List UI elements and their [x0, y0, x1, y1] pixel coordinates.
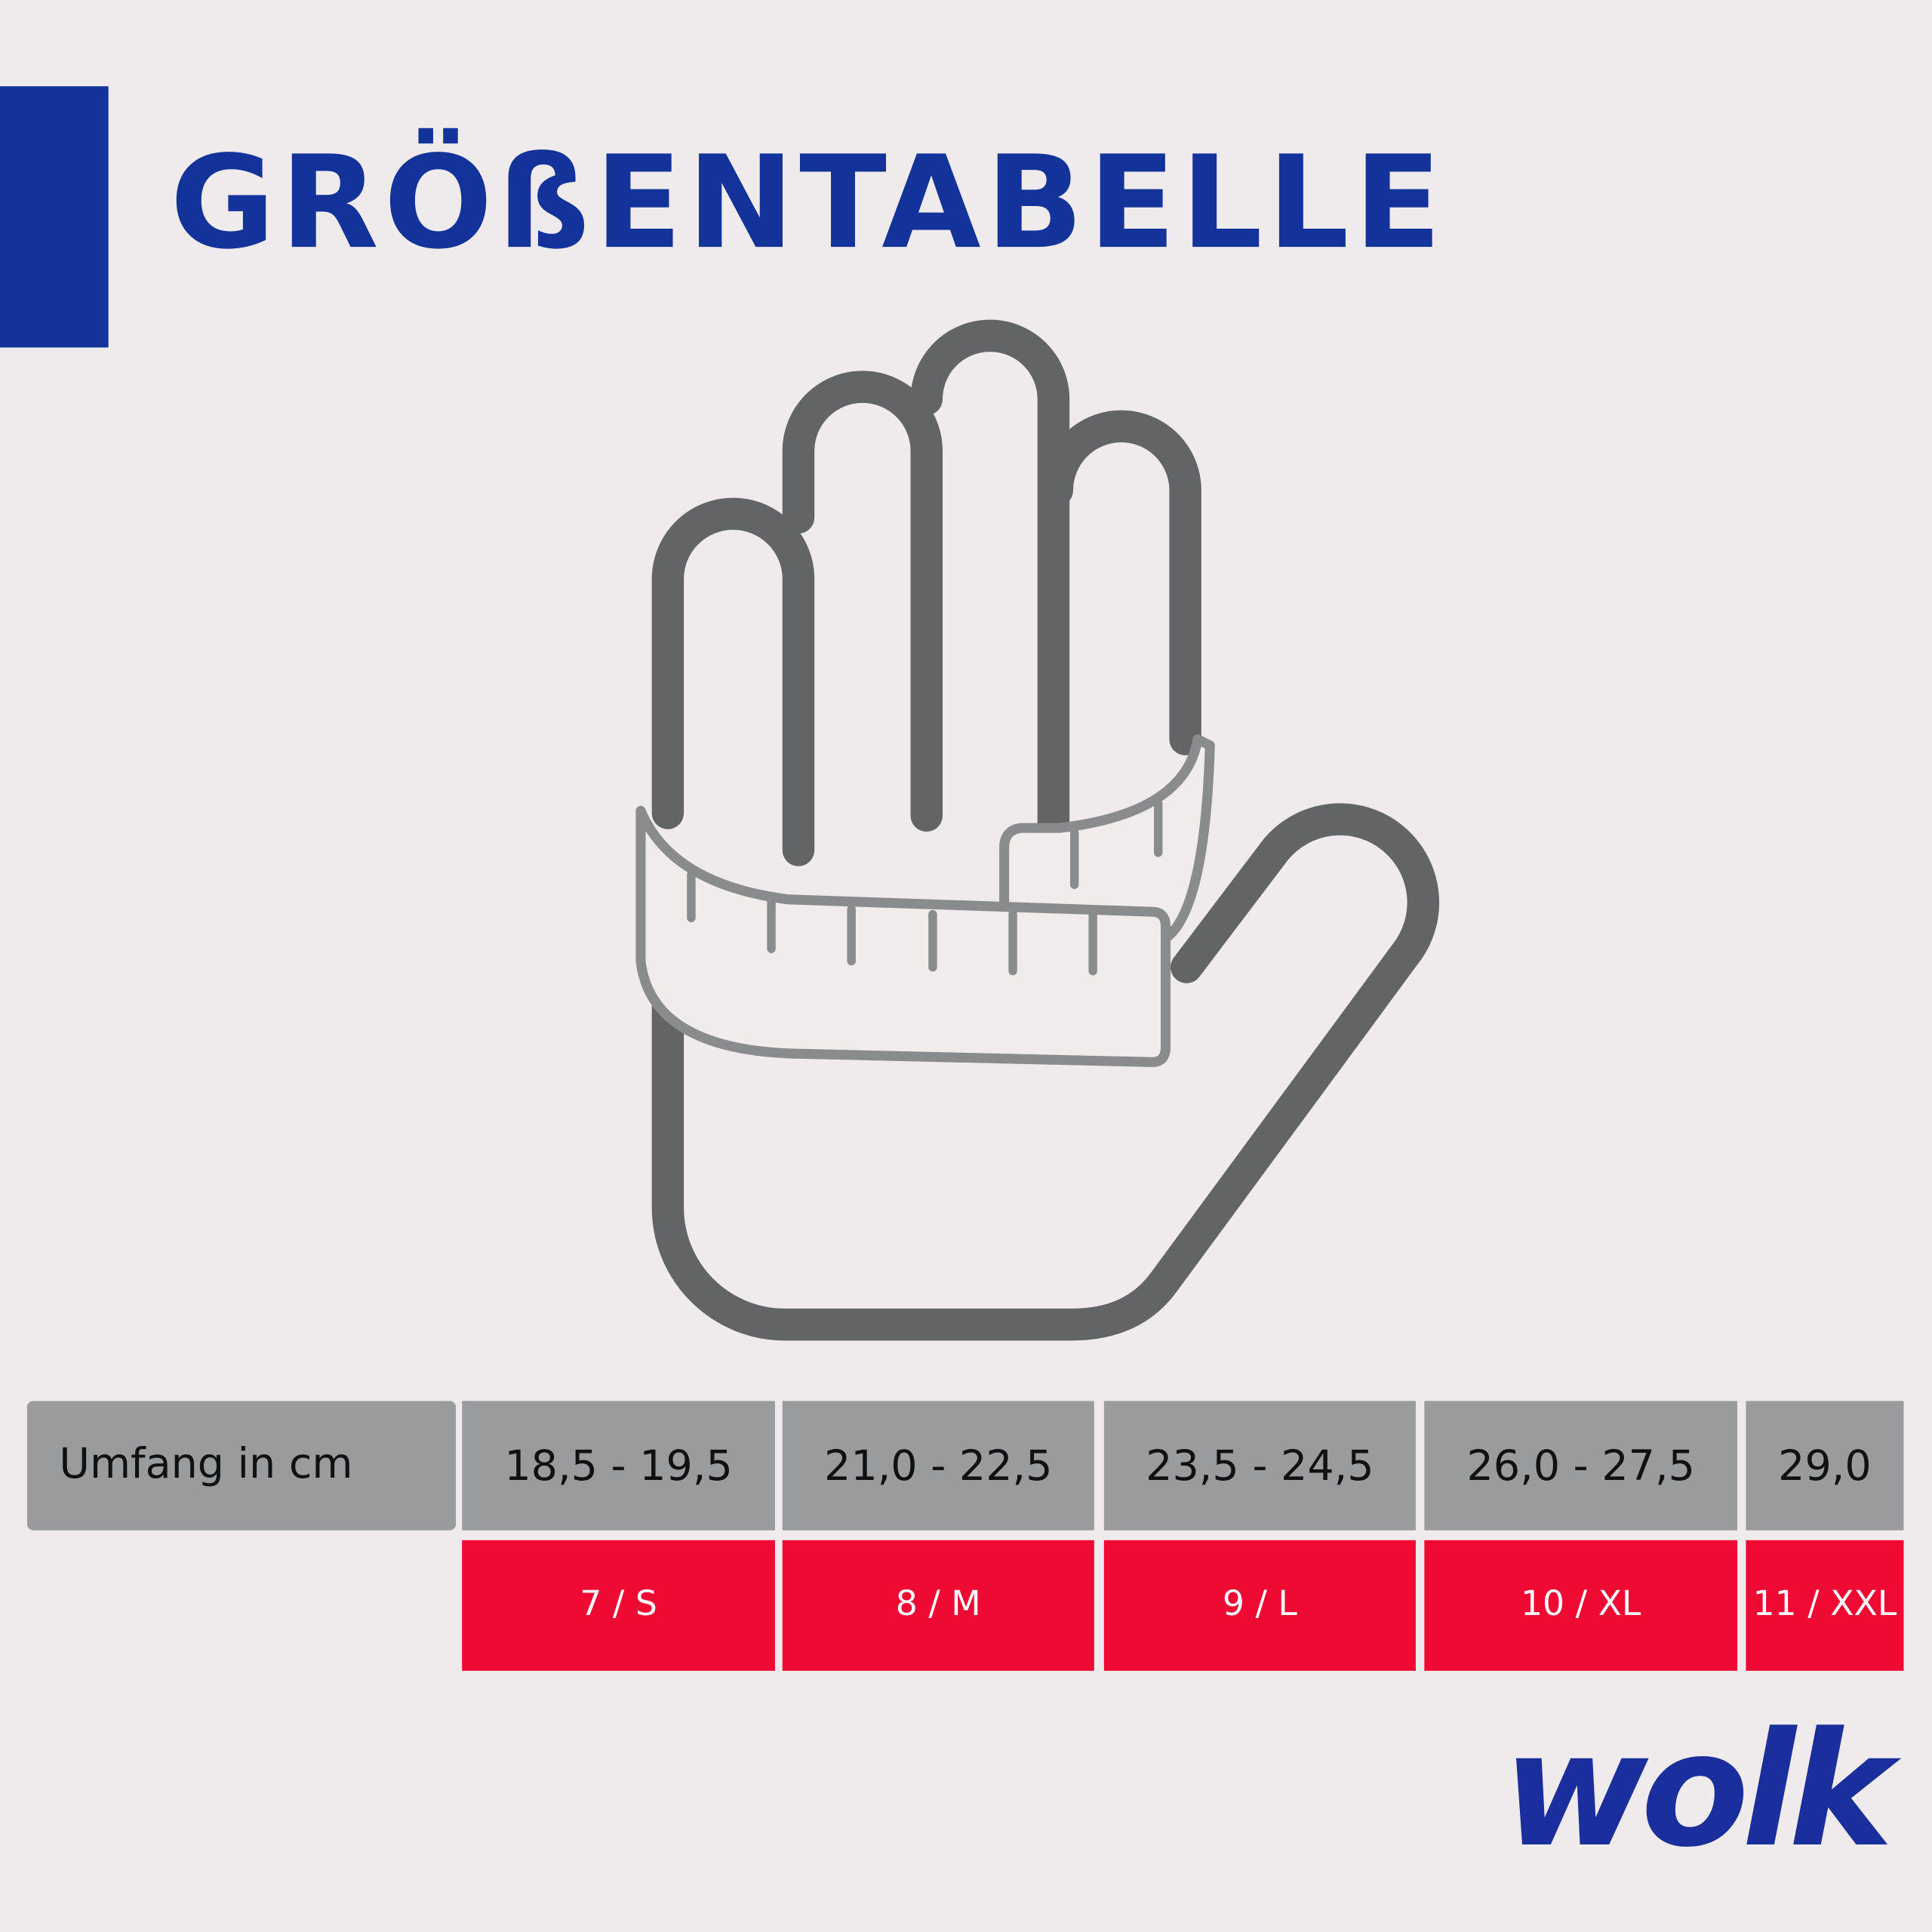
tape-measure	[635, 734, 1215, 1067]
circumference-cell	[1746, 1401, 1904, 1531]
size: 9 / L	[1223, 1583, 1298, 1623]
size: 7 / S	[580, 1583, 657, 1623]
circumference: 21,0 - 22,5	[824, 1441, 1052, 1491]
circumference: 29,0	[1778, 1441, 1872, 1491]
brand-logo: wolk	[1503, 1699, 1902, 1882]
pinky	[651, 497, 815, 866]
accent-bar	[0, 86, 109, 348]
size-cell	[1103, 1540, 1416, 1671]
circumference: 18,5 - 19,5	[504, 1441, 732, 1491]
size-cell	[782, 1540, 1094, 1671]
middle-finger	[910, 319, 1070, 842]
circumference: 26,0 - 27,5	[1466, 1441, 1694, 1491]
size-cell	[1746, 1540, 1904, 1671]
size-cell	[1424, 1540, 1738, 1671]
size-cell	[462, 1540, 775, 1671]
circumference-cell	[1424, 1401, 1738, 1531]
size: 8 / M	[896, 1583, 981, 1623]
tape-front	[635, 805, 1171, 1067]
index-finger	[1041, 410, 1201, 755]
ring-finger	[782, 371, 943, 832]
circumference: 23,5 - 24,5	[1146, 1441, 1374, 1491]
header-label: Umfang in cm	[59, 1439, 352, 1488]
size: 11 / XXL	[1753, 1583, 1897, 1623]
circumference-cell	[782, 1401, 1094, 1531]
size-table: Umfang in cm 18,5 - 19,5 7 / S 21,0 - 22,5…	[26, 1401, 1904, 1671]
hand-illustration	[651, 319, 1439, 1341]
circumference-cell	[462, 1401, 775, 1531]
title: GRÖßENTABELLE	[170, 128, 1446, 278]
palm-thumb	[651, 803, 1439, 1341]
circumference-cell	[1103, 1401, 1416, 1531]
size: 10 / XL	[1521, 1583, 1641, 1623]
tape-back	[999, 734, 1215, 942]
header-cell	[26, 1401, 457, 1531]
